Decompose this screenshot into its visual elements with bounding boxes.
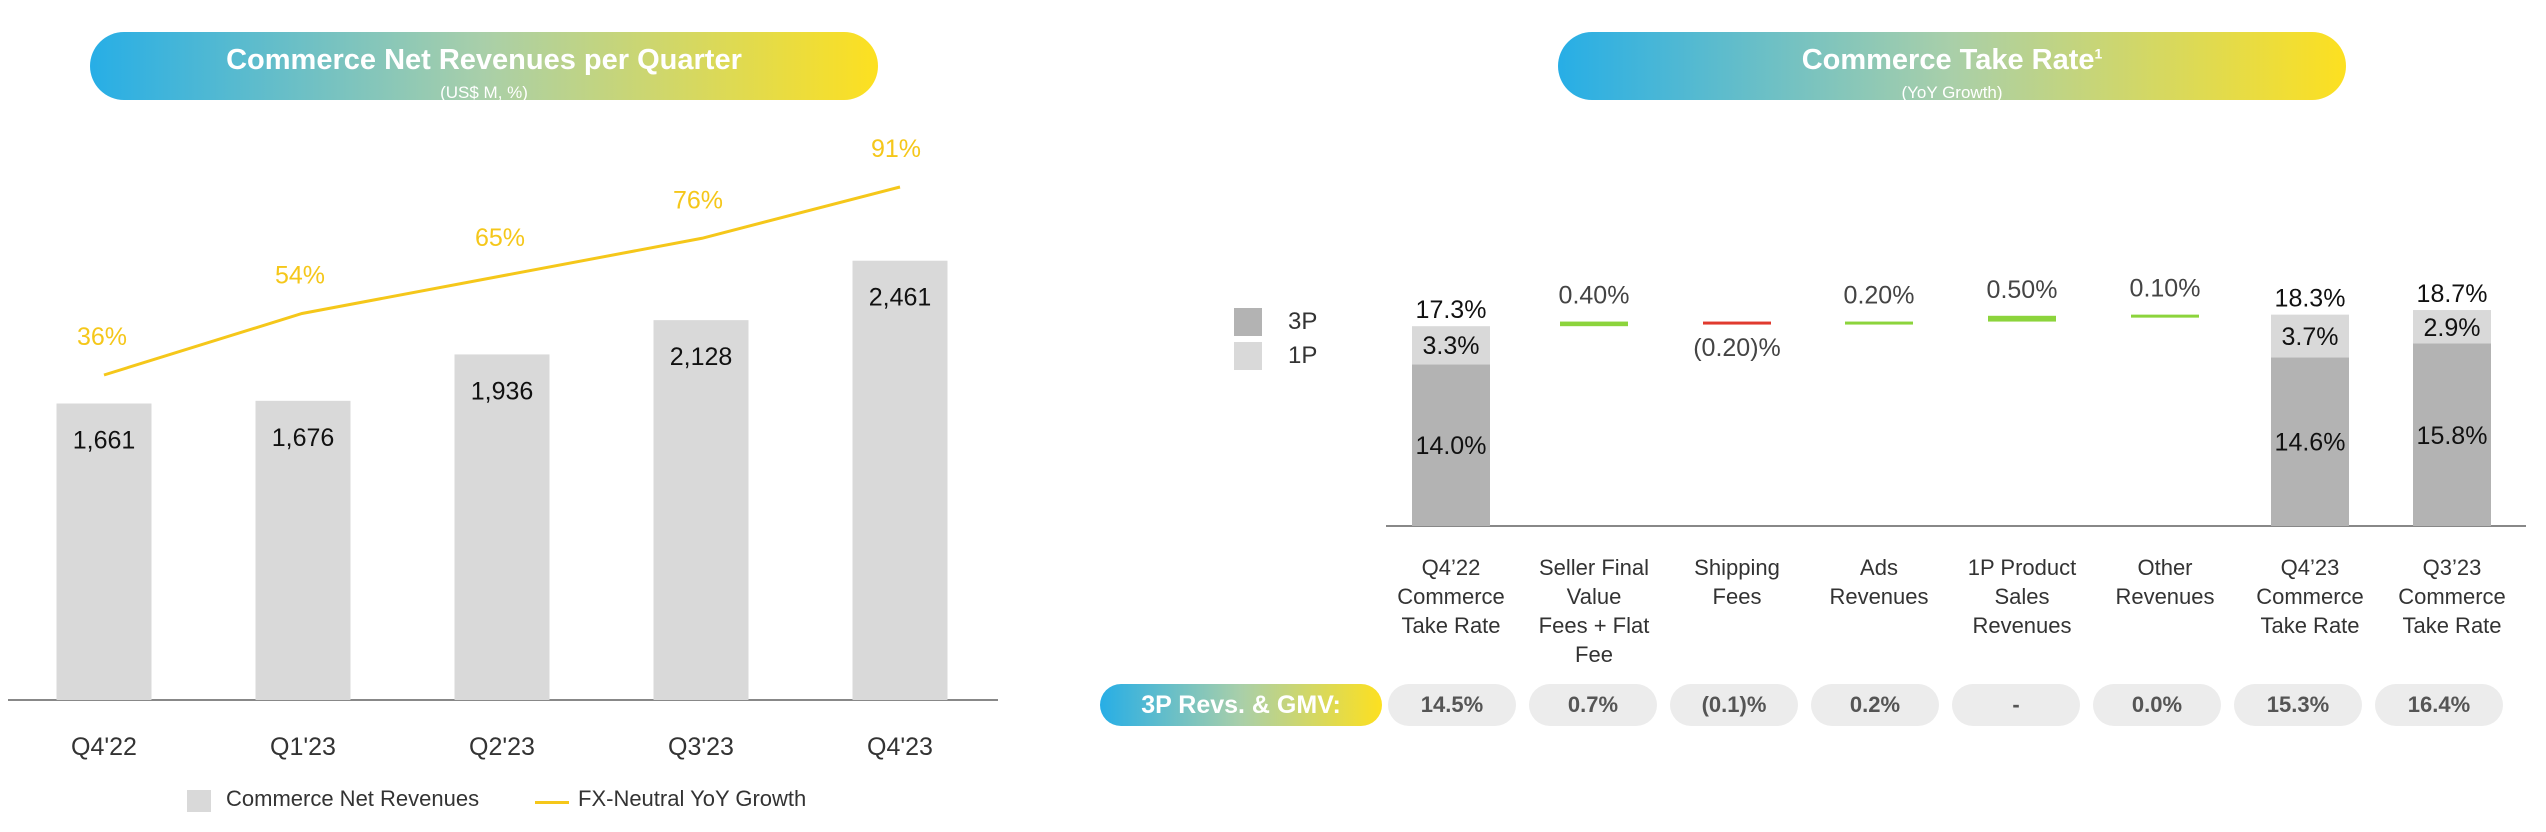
waterfall-category-label: Revenues <box>1829 584 1928 609</box>
bar-value-label: 2,128 <box>670 343 733 371</box>
gmv-cell: 0.7% <box>1529 684 1657 726</box>
waterfall-category-label: Other <box>2137 555 2192 580</box>
waterfall-category-label: Take Rate <box>2402 613 2501 638</box>
left-chart-title: Commerce Net Revenues per Quarter <box>226 44 742 76</box>
change-bar-negative <box>1703 321 1771 325</box>
waterfall-category-label: Q3’23 <box>2423 555 2482 580</box>
take-rate-3p-bar <box>2271 357 2349 526</box>
right-chart-title: Commerce Take Rate <box>1801 44 2095 76</box>
waterfall-category-label: Q4’22 <box>1422 555 1481 580</box>
gmv-cell: 15.3% <box>2234 684 2362 726</box>
change-bar-positive <box>1560 321 1628 327</box>
x-tick-label: Q1'23 <box>270 733 336 761</box>
change-bar-positive <box>2131 314 2199 318</box>
gmv-cell: (0.1)% <box>1670 684 1798 726</box>
take-rate-1p-label: 3.3% <box>1423 332 1480 360</box>
bar-value-label: 1,676 <box>272 424 335 452</box>
waterfall-category-label: Value <box>1567 584 1622 609</box>
waterfall-category-label: Commerce <box>1397 584 1505 609</box>
take-rate-1p-label: 2.9% <box>2424 314 2481 342</box>
right-chart-title-footnote: 1 <box>2094 45 2103 62</box>
change-value-label: 0.20% <box>1844 282 1915 310</box>
waterfall-category-label: Q4’23 <box>2281 555 2340 580</box>
legend-swatch-net-revenues <box>187 790 211 812</box>
yoy-growth-label: 54% <box>275 261 325 289</box>
waterfall-category-label: Revenues <box>1972 613 2071 638</box>
left-chart-subtitle: (US$ M, %) <box>440 83 528 102</box>
change-bar-positive <box>1988 315 2056 322</box>
change-value-label: 0.50% <box>1987 276 2058 304</box>
yoy-growth-label: 91% <box>871 135 921 163</box>
yoy-growth-label: 36% <box>77 323 127 351</box>
waterfall-category-label: Fees <box>1713 584 1762 609</box>
waterfall-category-label: Take Rate <box>2260 613 2359 638</box>
waterfall-category-label: Commerce <box>2256 584 2364 609</box>
change-value-label: 0.10% <box>2130 275 2201 303</box>
gmv-cell: 14.5% <box>1388 684 1516 726</box>
right-chart-subtitle: (YoY Growth) <box>1901 83 2003 102</box>
legend-swatch-1p <box>1234 342 1262 370</box>
gmv-cell: 0.2% <box>1811 684 1939 726</box>
revenue-bar <box>454 354 550 700</box>
take-rate-total-label: 17.3% <box>1416 296 1487 324</box>
legend-line-yoy-growth <box>535 801 569 804</box>
waterfall-category-label: Fee <box>1575 642 1613 667</box>
waterfall-category-label: Take Rate <box>1401 613 1500 638</box>
waterfall-category-label: Shipping <box>1694 555 1780 580</box>
gmv-cell: - <box>1952 684 2080 726</box>
yoy-growth-label: 65% <box>475 224 525 252</box>
waterfall-category-label: 1P Product <box>1968 555 2076 580</box>
legend-label-yoy-growth: FX-Neutral YoY Growth <box>578 786 807 811</box>
x-tick-label: Q4'22 <box>71 733 137 761</box>
take-rate-total-label: 18.3% <box>2275 285 2346 313</box>
revenue-bar <box>852 260 948 700</box>
take-rate-1p-bar <box>2271 314 2349 358</box>
waterfall-category-label: Ads <box>1860 555 1898 580</box>
take-rate-1p-label: 3.7% <box>2282 323 2339 351</box>
gmv-row-label: 3P Revs. & GMV: <box>1100 684 1382 726</box>
take-rate-3p-bar <box>2413 343 2491 526</box>
take-rate-3p-label: 15.8% <box>2417 422 2488 450</box>
change-value-label: (0.20)% <box>1693 334 1781 362</box>
bar-value-label: 1,936 <box>471 377 534 405</box>
x-tick-label: Q4'23 <box>867 733 933 761</box>
take-rate-3p-bar <box>1412 364 1490 526</box>
left-chart-title-banner: Commerce Net Revenues per Quarter (US$ M… <box>90 32 878 102</box>
take-rate-1p-bar <box>1412 326 1490 365</box>
waterfall-category-label: Commerce <box>2398 584 2506 609</box>
take-rate-1p-bar <box>2413 310 2491 344</box>
yoy-growth-label: 76% <box>673 186 723 214</box>
yoy-growth-line <box>103 185 901 377</box>
legend-label-3p: 3P <box>1288 308 1318 335</box>
waterfall-category-label: Revenues <box>2115 584 2214 609</box>
bar-value-label: 2,461 <box>869 284 932 312</box>
gmv-cell: 16.4% <box>2375 684 2503 726</box>
revenue-bar <box>56 403 152 700</box>
right-chart-title-wrap: Commerce Take Rate1 <box>1558 32 2346 77</box>
waterfall-category-label: Sales <box>1994 584 2049 609</box>
revenue-bar <box>653 320 749 700</box>
x-tick-label: Q2'23 <box>469 733 535 761</box>
change-value-label: 0.40% <box>1559 282 1630 310</box>
gmv-cell: 0.0% <box>2093 684 2221 726</box>
take-rate-3p-label: 14.0% <box>1416 432 1487 460</box>
change-bar-positive <box>1845 321 1913 325</box>
legend-label-1p: 1P <box>1288 342 1318 369</box>
take-rate-total-label: 18.7% <box>2417 280 2488 308</box>
x-tick-label: Q3'23 <box>668 733 734 761</box>
waterfall-category-label: Seller Final <box>1539 555 1649 580</box>
bar-value-label: 1,661 <box>73 427 136 455</box>
revenue-bar <box>255 400 351 700</box>
legend-swatch-3p <box>1234 308 1262 336</box>
take-rate-3p-label: 14.6% <box>2275 429 2346 457</box>
waterfall-category-label: Fees + Flat <box>1539 613 1650 638</box>
legend-label-net-revenues: Commerce Net Revenues <box>226 786 480 811</box>
right-chart-title-banner: Commerce Take Rate1 (YoY Growth) <box>1558 32 2346 102</box>
